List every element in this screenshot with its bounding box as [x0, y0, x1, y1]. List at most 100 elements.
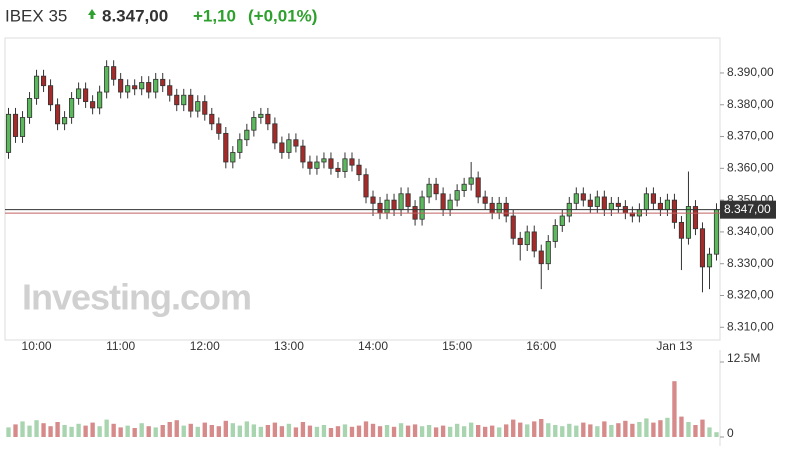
volume-bar: [146, 426, 151, 437]
volume-bar: [623, 420, 628, 437]
volume-bar: [335, 426, 341, 437]
candle-body: [69, 98, 75, 118]
index-name: IBEX 35: [5, 6, 67, 25]
candle-body: [671, 199, 678, 223]
candle-body: [167, 85, 173, 96]
candle-body: [258, 113, 264, 118]
volume-bar: [69, 426, 74, 437]
volume-bar: [55, 422, 60, 437]
candle-body: [552, 225, 558, 242]
volume-bar: [693, 425, 698, 437]
candle-body: [454, 190, 460, 201]
volume-bar: [447, 426, 453, 437]
candle-body: [650, 193, 656, 204]
candle-body: [40, 75, 47, 87]
volume-bar: [279, 426, 285, 437]
x-tick-label: 12:00: [190, 339, 220, 353]
volume-bar: [34, 420, 39, 437]
candle-body: [524, 231, 530, 246]
volume-bar: [90, 422, 95, 437]
candle-body: [47, 85, 54, 106]
candle-body: [713, 209, 720, 255]
candle-body: [699, 228, 706, 268]
volume-bar: [686, 422, 691, 437]
volume-bar: [20, 421, 25, 437]
volume-bar: [300, 422, 306, 437]
candle-body: [363, 174, 369, 198]
candle-body: [377, 202, 383, 214]
y-tick-label: 8.340,00: [727, 224, 774, 238]
y-tick-label: 8.320,00: [727, 288, 774, 302]
candle-body: [62, 117, 68, 125]
candle-body: [321, 158, 327, 163]
volume-bar: [363, 421, 369, 437]
volume-bar: [602, 421, 607, 437]
candle-body: [468, 177, 474, 185]
candle-body: [489, 202, 495, 214]
candle-body: [26, 98, 33, 118]
last-price-label: 8.347,00: [724, 202, 771, 216]
candle-body: [202, 101, 208, 115]
candle-body: [398, 193, 404, 211]
candle-body: [608, 202, 614, 211]
candle-body: [230, 152, 236, 163]
volume-bar: [286, 423, 292, 437]
candle-body: [216, 123, 222, 134]
volume-bar: [97, 426, 102, 437]
candle-body: [594, 196, 600, 207]
volume-bar: [637, 422, 642, 437]
candle-body: [384, 199, 390, 214]
candle-body: [265, 113, 271, 125]
volume-bar: [293, 427, 299, 437]
volume-bar: [265, 425, 271, 437]
x-tick-label: 11:00: [106, 339, 135, 353]
candle-body: [580, 193, 586, 201]
candle-body: [538, 250, 544, 265]
y-tick-label: 8.310,00: [727, 319, 774, 333]
candle-body: [174, 94, 180, 106]
volume-bar: [714, 432, 719, 437]
volume-bar: [609, 425, 614, 437]
candle-body: [33, 75, 40, 99]
volume-bar: [321, 425, 327, 437]
volume-bar: [181, 425, 186, 437]
candle-body: [545, 241, 551, 265]
volume-bar: [532, 421, 537, 437]
candle-body: [440, 193, 446, 211]
candle-body: [111, 66, 117, 80]
volume-bar: [6, 427, 11, 437]
candle-body: [426, 183, 432, 198]
y-tick-label: 8.330,00: [727, 256, 774, 270]
volume-tick-label: 12.5M: [727, 351, 760, 365]
candle-body: [139, 82, 145, 90]
volume-bar: [111, 423, 116, 437]
volume-bar: [139, 423, 144, 437]
volume-bar: [195, 426, 200, 437]
volume-bar: [342, 424, 348, 437]
volume-bar: [468, 422, 474, 437]
volume-bar: [223, 420, 228, 437]
candle-body: [90, 101, 96, 109]
candle-body: [223, 132, 229, 163]
candle-body: [12, 113, 19, 137]
candle-body: [685, 206, 692, 239]
candle-body: [370, 196, 376, 204]
volume-bar: [707, 427, 712, 437]
volume-bar: [412, 424, 418, 437]
volume-bar: [497, 427, 502, 437]
change: +1,10: [193, 6, 236, 25]
volume-bar: [588, 424, 593, 437]
volume-bar: [581, 422, 586, 437]
volume-bar: [454, 423, 460, 437]
volume-bar: [41, 423, 46, 437]
candle-body: [496, 202, 502, 214]
volume-bar: [405, 425, 411, 437]
candle-body: [573, 193, 579, 204]
candle-body: [643, 193, 649, 211]
volume-bar: [349, 426, 355, 437]
x-tick-label: 13:00: [274, 339, 304, 353]
candle-body: [153, 78, 159, 93]
volume-bar: [230, 423, 235, 437]
y-tick-label: 8.380,00: [727, 97, 774, 111]
volume-bar: [174, 420, 179, 437]
